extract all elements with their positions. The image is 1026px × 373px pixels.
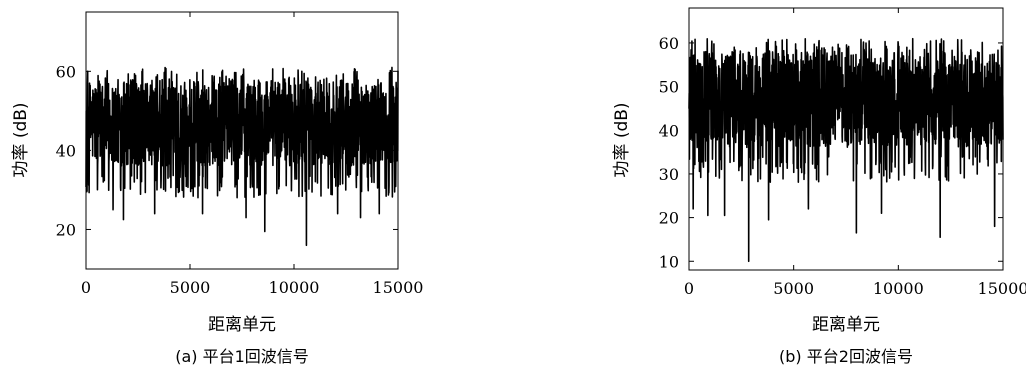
chart-a-xlabel: 距离单元 (208, 315, 276, 335)
chart-b-xtick-label: 10000 (873, 279, 924, 298)
chart-a-xtick-label: 15000 (373, 278, 424, 297)
chart-b-caption: (b) 平台2回波信号 (779, 347, 913, 366)
chart-a-xtick-label: 0 (81, 278, 91, 297)
chart-a-ytick-label: 20 (56, 220, 76, 239)
chart-a-plot-area (85, 66, 399, 247)
chart-b-ytick-label: 50 (659, 78, 679, 97)
chart-a-ytick-label: 60 (56, 62, 76, 81)
chart-b-ticks: 0 5000 10000 15000 10 20 30 40 50 60 (659, 8, 1026, 298)
chart-b-ytick-label: 10 (659, 252, 679, 271)
chart-b-xtick-label: 15000 (978, 279, 1026, 298)
chart-b: 0 5000 10000 15000 10 20 30 40 50 60 距离单元 功率 (dB)… (612, 7, 1026, 366)
chart-a-xtick-label: 5000 (170, 278, 211, 297)
chart-b-frame (688, 7, 1004, 271)
chart-a-series-line (85, 66, 399, 247)
chart-b-ylabel: 功率 (dB) (612, 102, 632, 177)
chart-b-plot-area (688, 37, 1004, 263)
chart-b-ytick-label: 60 (659, 34, 679, 53)
chart-b-xlabel: 距离单元 (812, 315, 880, 335)
chart-b-ytick-label: 20 (659, 209, 679, 228)
chart-b-ytick-label: 40 (659, 121, 679, 140)
chart-a-xtick-label: 10000 (269, 278, 320, 297)
chart-a-ticks: 0 5000 10000 15000 20 40 60 (56, 12, 424, 297)
chart-a-ytick-label: 40 (56, 141, 76, 160)
chart-a-frame (85, 11, 399, 270)
chart-b-xtick-label: 0 (684, 279, 694, 298)
chart-b-ytick-label: 30 (659, 165, 679, 184)
chart-a-ylabel: 功率 (dB) (11, 102, 31, 177)
chart-b-series-line (688, 37, 1004, 263)
chart-b-xtick-label: 5000 (773, 279, 814, 298)
chart-a-caption: (a) 平台1回波信号 (175, 347, 309, 366)
chart-a: 0 5000 10000 15000 20 40 60 距离单元 功率 (dB) (a) 平… (11, 11, 424, 366)
